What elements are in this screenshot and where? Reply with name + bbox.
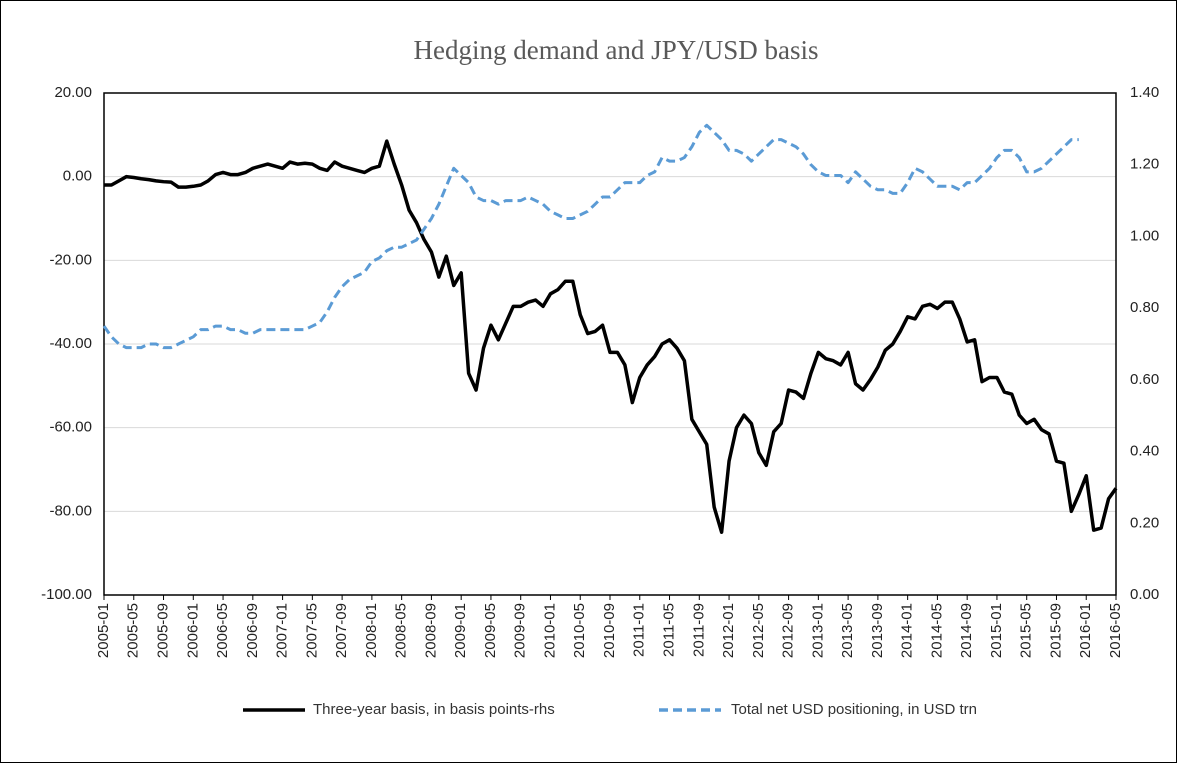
x-tick-label: 2010-01 (541, 603, 558, 658)
x-tick-label: 2013-01 (809, 603, 826, 658)
y2-tick-label: 0.60 (1130, 371, 1159, 388)
x-tick-label: 2010-05 (571, 603, 588, 658)
y2-tick-label: 0.00 (1130, 586, 1159, 603)
chart-title: Hedging demand and JPY/USD basis (414, 35, 819, 65)
series-line (104, 139, 1118, 534)
x-tick-label: 2015-05 (1018, 603, 1035, 658)
x-tick-label: 2015-01 (988, 603, 1005, 658)
x-tick-label: 2012-09 (780, 603, 797, 658)
y-tick-label: 20.00 (54, 84, 92, 101)
x-tick-label: 2009-05 (482, 603, 499, 658)
y-tick-label: -100.00 (41, 586, 92, 603)
y-tick-label: -60.00 (49, 419, 92, 436)
y-tick-label: 0.00 (63, 168, 92, 185)
x-tick-label: 2007-09 (333, 603, 350, 658)
legend-label: Three-year basis, in basis points-rhs (313, 701, 555, 718)
x-tick-label: 2007-01 (274, 603, 291, 658)
x-tick-label: 2011-09 (690, 603, 707, 657)
x-tick-label: 2010-09 (601, 603, 618, 658)
y2-tick-label: 1.40 (1130, 84, 1159, 101)
x-tick-label: 2015-09 (1047, 603, 1064, 658)
x-tick-label: 2009-01 (452, 603, 469, 658)
y-tick-label: -20.00 (49, 251, 92, 268)
x-tick-label: 2006-09 (244, 603, 261, 658)
x-tick-label: 2016-01 (1077, 603, 1094, 658)
x-tick-label: 2013-05 (839, 603, 856, 658)
y2-tick-label: 1.00 (1130, 227, 1159, 244)
y2-tick-label: 0.80 (1130, 299, 1159, 316)
x-tick-label: 2009-09 (512, 603, 529, 658)
x-tick-label: 2006-05 (214, 603, 231, 658)
x-tick-label: 2007-05 (303, 603, 320, 658)
x-tick-label: 2008-09 (422, 603, 439, 658)
x-tick-label: 2008-01 (363, 603, 380, 658)
y-tick-label: -80.00 (49, 502, 92, 519)
legend-label: Total net USD positioning, in USD trn (731, 701, 977, 718)
x-tick-label: 2005-01 (95, 603, 112, 658)
y2-tick-label: 1.20 (1130, 156, 1159, 173)
x-tick-label: 2005-05 (125, 603, 142, 658)
x-tick-label: 2016-05 (1107, 603, 1124, 658)
x-tick-label: 2014-01 (899, 603, 916, 658)
series-line (102, 123, 1079, 350)
y2-tick-label: 0.20 (1130, 514, 1159, 531)
x-tick-label: 2012-01 (720, 603, 737, 658)
x-tick-label: 2014-05 (928, 603, 945, 658)
x-tick-label: 2013-09 (869, 603, 886, 658)
x-tick-label: 2006-01 (184, 603, 201, 658)
x-tick-label: 2011-05 (660, 603, 677, 657)
y-tick-label: -40.00 (49, 335, 92, 352)
x-tick-label: 2008-05 (393, 603, 410, 658)
x-tick-label: 2012-05 (750, 603, 767, 658)
x-tick-label: 2014-09 (958, 603, 975, 658)
x-tick-label: 2011-01 (631, 603, 648, 657)
y2-tick-label: 0.40 (1130, 443, 1159, 460)
x-tick-label: 2005-09 (154, 603, 171, 658)
